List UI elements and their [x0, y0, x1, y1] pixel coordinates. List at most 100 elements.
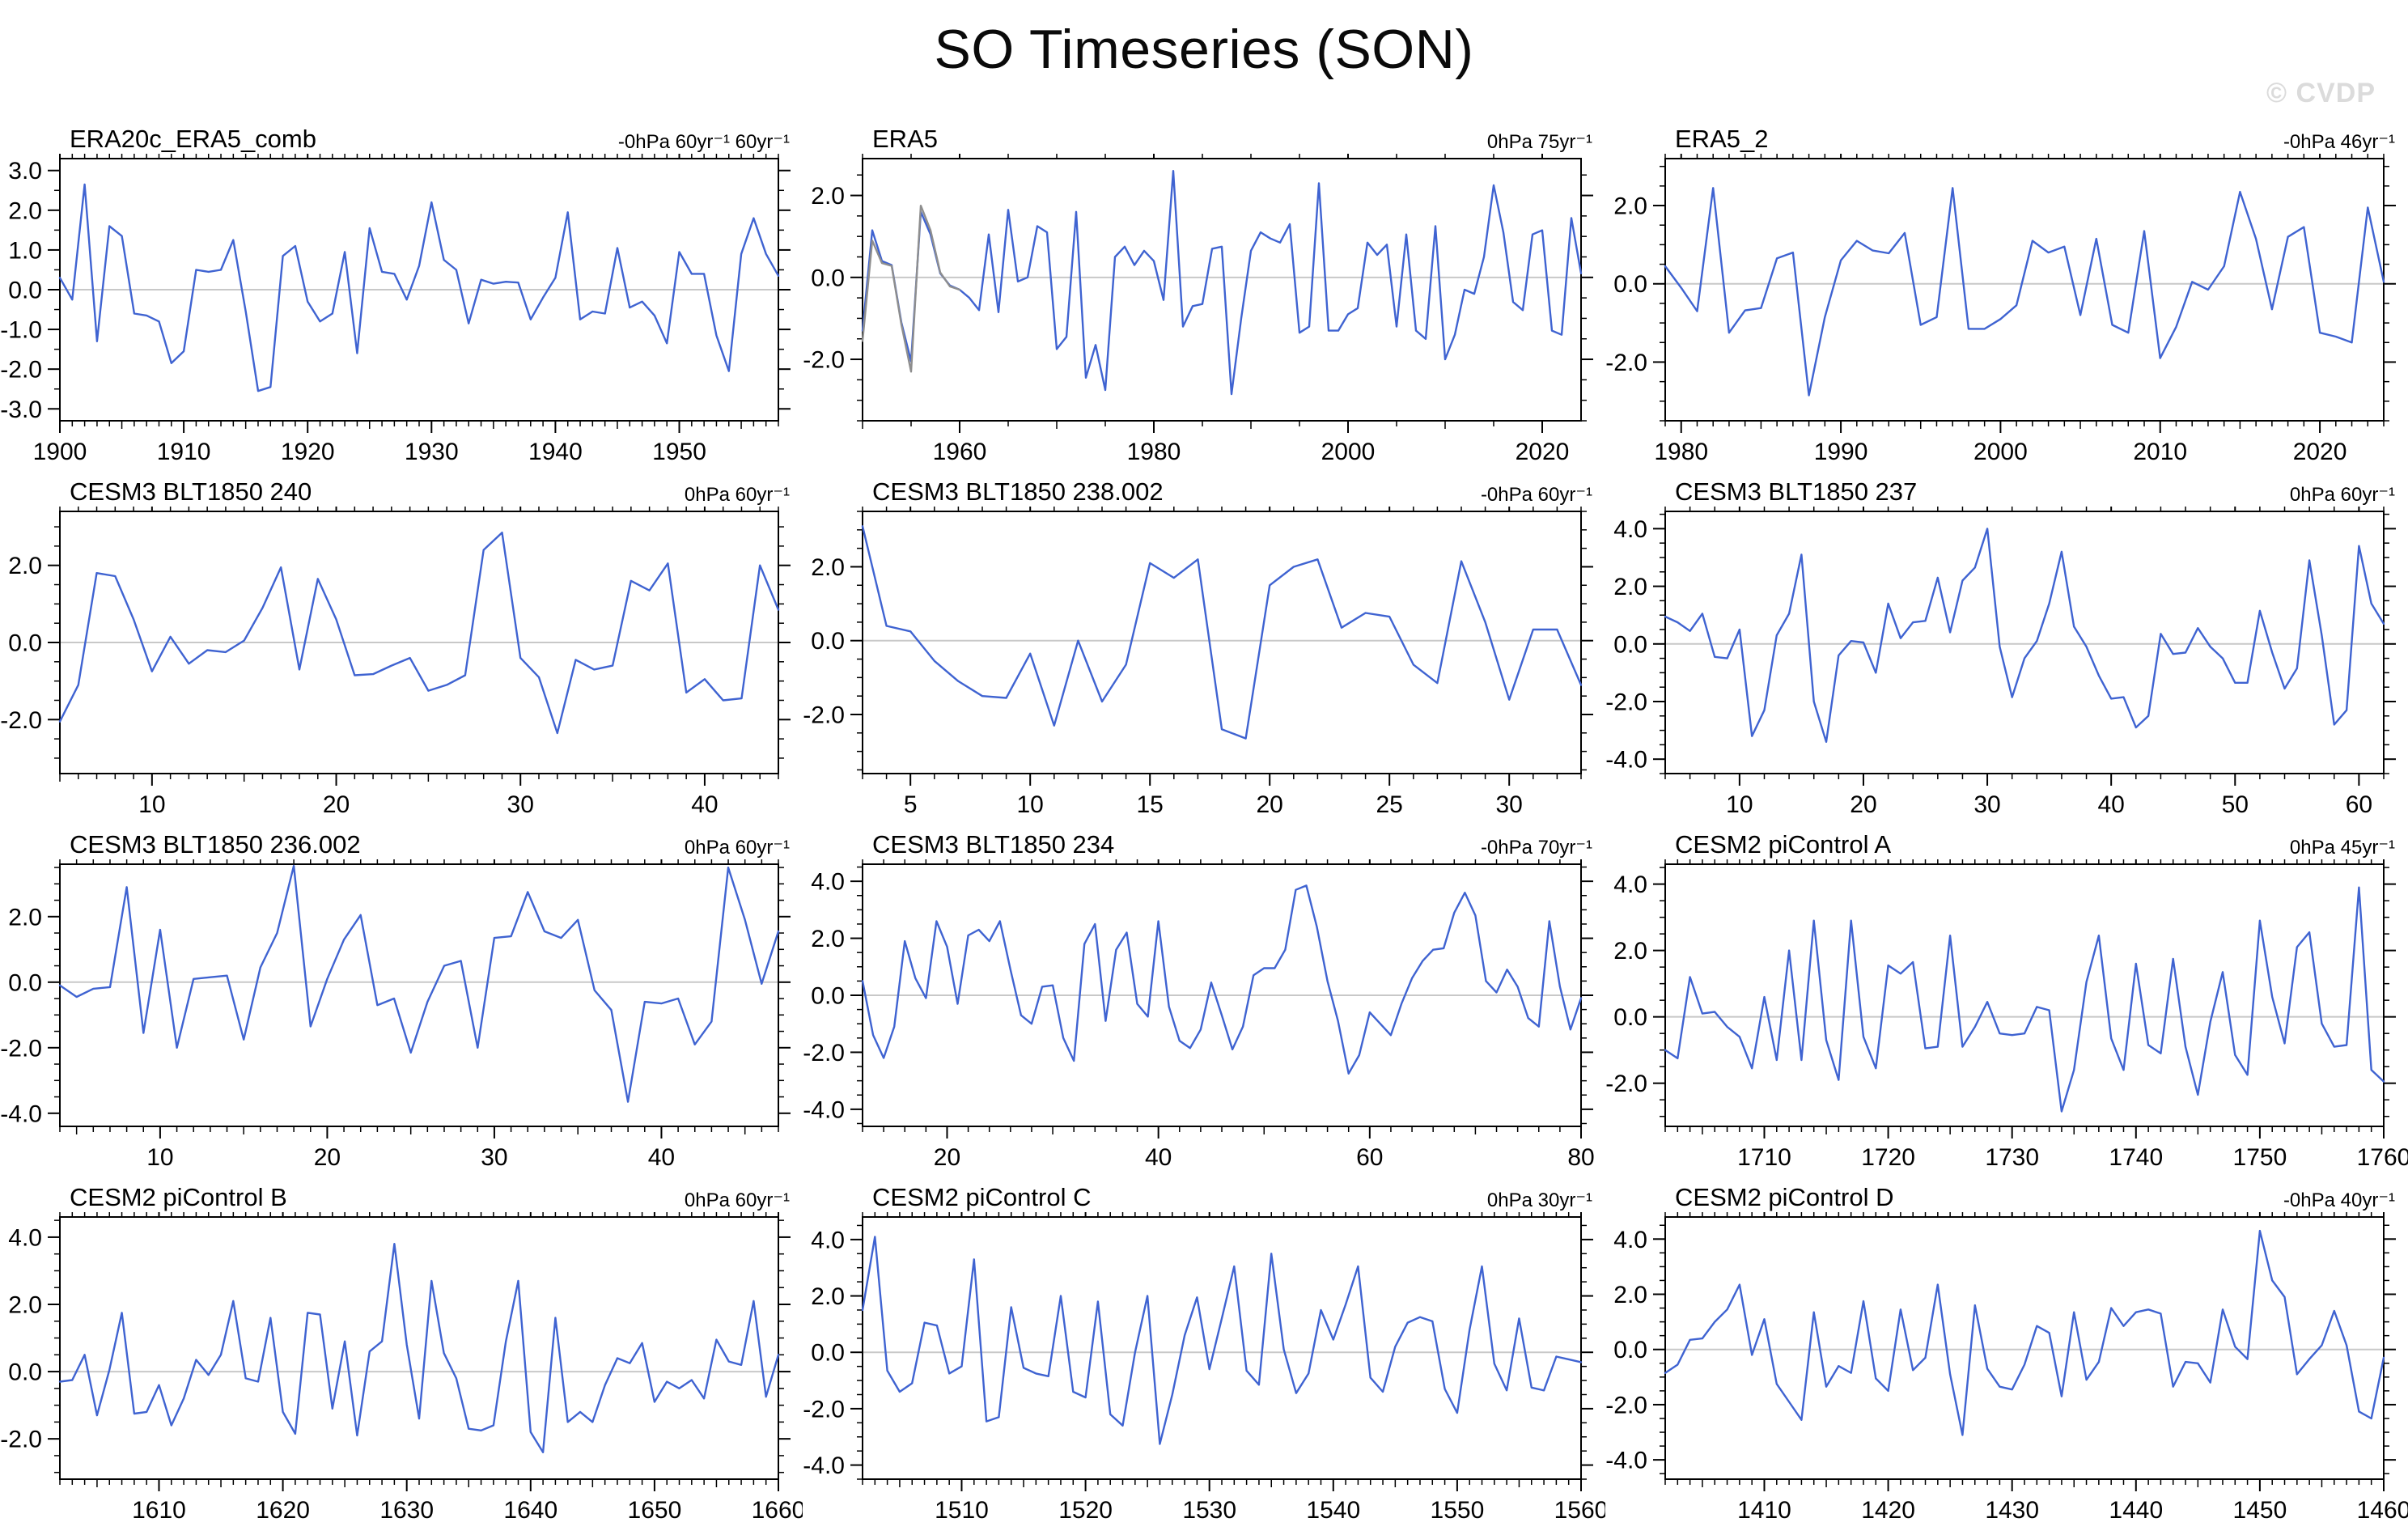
svg-text:1510: 1510 — [935, 1497, 989, 1524]
svg-text:2.0: 2.0 — [1613, 1282, 1647, 1308]
plot-frame — [862, 158, 1582, 422]
series-line-blue — [58, 864, 780, 1103]
axis-tick-labels: 10 20 30 40 -2.0 0.0 2.0 — [0, 553, 718, 818]
svg-text:1420: 1420 — [1861, 1497, 1915, 1524]
axis-ticks — [1653, 859, 2396, 1139]
svg-text:20: 20 — [323, 791, 350, 818]
plot-frame — [1664, 511, 2385, 774]
axis-ticks — [1653, 1212, 2396, 1491]
axis-tick-labels: 1960 1980 2000 2020 -2.0 0.0 2.0 — [803, 183, 1569, 465]
svg-text:0.0: 0.0 — [1613, 631, 1647, 658]
svg-text:40: 40 — [648, 1144, 675, 1171]
svg-text:40: 40 — [691, 791, 718, 818]
svg-text:-2.0: -2.0 — [1605, 1071, 1647, 1097]
axis-tick-labels: 1980 1990 2000 2010 2020 -2.0 0.0 2.0 — [1605, 193, 2347, 465]
svg-text:-4.0: -4.0 — [803, 1096, 845, 1123]
panel-era5: ERA5 0hPa 75yr⁻¹ 1960 1980 2000 2020 -2.0 0.0… — [803, 121, 1605, 474]
timeseries-plot: 5 10 15 20 25 30 -2.0 0.0 2.0 — [803, 507, 1593, 818]
svg-text:1630: 1630 — [379, 1497, 434, 1524]
panel-title: ERA5_2 — [1675, 125, 1769, 153]
timeseries-plot: 10 20 30 40 50 60 -4.0 -2.0 0.0 2.0 4.0 — [1605, 507, 2396, 818]
svg-text:1900: 1900 — [33, 439, 87, 465]
svg-text:2020: 2020 — [2293, 439, 2347, 465]
panel-cesm3-blt1850-238-002: CESM3 BLT1850 238.002 -0hPa 60yr⁻¹ 5 10 15… — [803, 474, 1605, 827]
axis-ticks — [850, 507, 1593, 786]
svg-text:1610: 1610 — [132, 1497, 186, 1524]
svg-text:1650: 1650 — [628, 1497, 682, 1524]
plot-frame — [862, 863, 1582, 1127]
panel-cesm2-picontrol-b: CESM2 piControl B 0hPa 60yr⁻¹ 1610 1620 16… — [0, 1180, 803, 1533]
svg-text:1980: 1980 — [1654, 439, 1708, 465]
panel-title: CESM3 BLT1850 237 — [1675, 477, 1918, 506]
panel-cesm3-blt1850-236-002: CESM3 BLT1850 236.002 0hPa 60yr⁻¹ 10 20 30… — [0, 827, 803, 1180]
panel-title: CESM2 piControl C — [872, 1183, 1092, 1211]
svg-text:30: 30 — [1973, 791, 2000, 818]
svg-text:1660: 1660 — [752, 1497, 803, 1524]
svg-text:20: 20 — [314, 1144, 341, 1171]
svg-text:30: 30 — [507, 791, 534, 818]
timeseries-plot: 1980 1990 2000 2010 2020 -2.0 0.0 2.0 — [1605, 154, 2396, 465]
series-line-blue — [1664, 187, 2385, 396]
axis-tick-labels: 20 40 60 80 -4.0 -2.0 0.0 2.0 4.0 — [803, 869, 1594, 1171]
page-header: SO Timeseries (SON) © CVDP — [0, 0, 2408, 121]
svg-text:2010: 2010 — [2133, 439, 2187, 465]
plot-frame — [59, 1216, 779, 1480]
timeseries-plot: 1410 1420 1430 1440 1450 1460 -4.0 -2.0 0.0 2.0 4.… — [1605, 1212, 2408, 1524]
svg-text:1910: 1910 — [157, 439, 211, 465]
svg-text:1620: 1620 — [256, 1497, 310, 1524]
panel-title: CESM3 BLT1850 238.002 — [872, 477, 1164, 506]
svg-text:2020: 2020 — [1516, 439, 1570, 465]
svg-text:2.0: 2.0 — [8, 197, 42, 224]
timeseries-plot: 1710 1720 1730 1740 1750 1760 -2.0 0.0 2.0 4.0 — [1605, 859, 2408, 1171]
svg-text:50: 50 — [2222, 791, 2249, 818]
svg-text:1540: 1540 — [1306, 1497, 1360, 1524]
svg-text:1440: 1440 — [2109, 1497, 2163, 1524]
svg-text:1640: 1640 — [503, 1497, 557, 1524]
series-line-blue — [1664, 1229, 2385, 1436]
svg-text:2.0: 2.0 — [8, 1292, 42, 1319]
axis-ticks — [1653, 154, 2396, 433]
svg-text:4.0: 4.0 — [811, 1227, 845, 1253]
axis-tick-labels: 5 10 15 20 25 30 -2.0 0.0 2.0 — [803, 554, 1523, 818]
svg-text:-2.0: -2.0 — [803, 1396, 845, 1423]
svg-text:0.0: 0.0 — [8, 278, 42, 304]
panel-trend-label: 0hPa 60yr⁻¹ — [684, 1189, 790, 1211]
svg-text:-2.0: -2.0 — [1605, 350, 1647, 376]
svg-text:1750: 1750 — [2233, 1144, 2287, 1171]
panel-trend-label: -0hPa 60yr⁻¹ — [1480, 484, 1592, 506]
svg-text:1740: 1740 — [2109, 1144, 2163, 1171]
svg-text:-2.0: -2.0 — [0, 357, 42, 384]
panel-trend-label: -0hPa 40yr⁻¹ — [2283, 1189, 2395, 1211]
svg-text:1560: 1560 — [1554, 1497, 1605, 1524]
svg-text:60: 60 — [2346, 791, 2372, 818]
page-title: SO Timeseries (SON) — [934, 19, 1474, 80]
svg-text:40: 40 — [1145, 1144, 1172, 1171]
svg-text:-2.0: -2.0 — [803, 1040, 845, 1066]
timeseries-plot: 1900 1910 1920 1930 1940 1950 -3.0 -2.0 -1.0 0.0 1… — [0, 154, 791, 465]
svg-text:0.0: 0.0 — [811, 628, 845, 655]
svg-text:1950: 1950 — [652, 439, 706, 465]
svg-text:2.0: 2.0 — [1613, 938, 1647, 965]
svg-text:20: 20 — [934, 1144, 960, 1171]
timeseries-plot: 1610 1620 1630 1640 1650 1660 -2.0 0.0 2.0 4.0 — [0, 1212, 803, 1524]
svg-text:1460: 1460 — [2357, 1497, 2408, 1524]
svg-text:30: 30 — [1496, 791, 1523, 818]
plot-frame — [1664, 158, 2385, 422]
panel-title: CESM2 piControl B — [70, 1183, 287, 1211]
axis-tick-labels: 1900 1910 1920 1930 1940 1950 -3.0 -2.0 -1.0 0.0 1… — [0, 158, 706, 465]
svg-text:40: 40 — [2097, 791, 2124, 818]
axis-ticks — [1653, 507, 2396, 786]
panel-title: ERA20c_ERA5_comb — [70, 125, 316, 153]
svg-text:60: 60 — [1356, 1144, 1383, 1171]
panel-era5-2: ERA5_2 -0hPa 46yr⁻¹ 1980 1990 2000 2010 2020… — [1605, 121, 2408, 474]
svg-text:1710: 1710 — [1737, 1144, 1791, 1171]
panel-title: CESM3 BLT1850 236.002 — [70, 830, 361, 859]
svg-text:2.0: 2.0 — [811, 1283, 845, 1310]
svg-text:-4.0: -4.0 — [803, 1452, 845, 1479]
axis-ticks — [48, 154, 791, 433]
panel-trend-label: -0hPa 60yr⁻¹ 60yr⁻¹ — [617, 131, 790, 153]
plot-frame — [862, 511, 1582, 774]
svg-text:0.0: 0.0 — [1613, 271, 1647, 298]
panel-trend-label: 0hPa 60yr⁻¹ — [684, 837, 790, 859]
svg-text:15: 15 — [1137, 791, 1164, 818]
